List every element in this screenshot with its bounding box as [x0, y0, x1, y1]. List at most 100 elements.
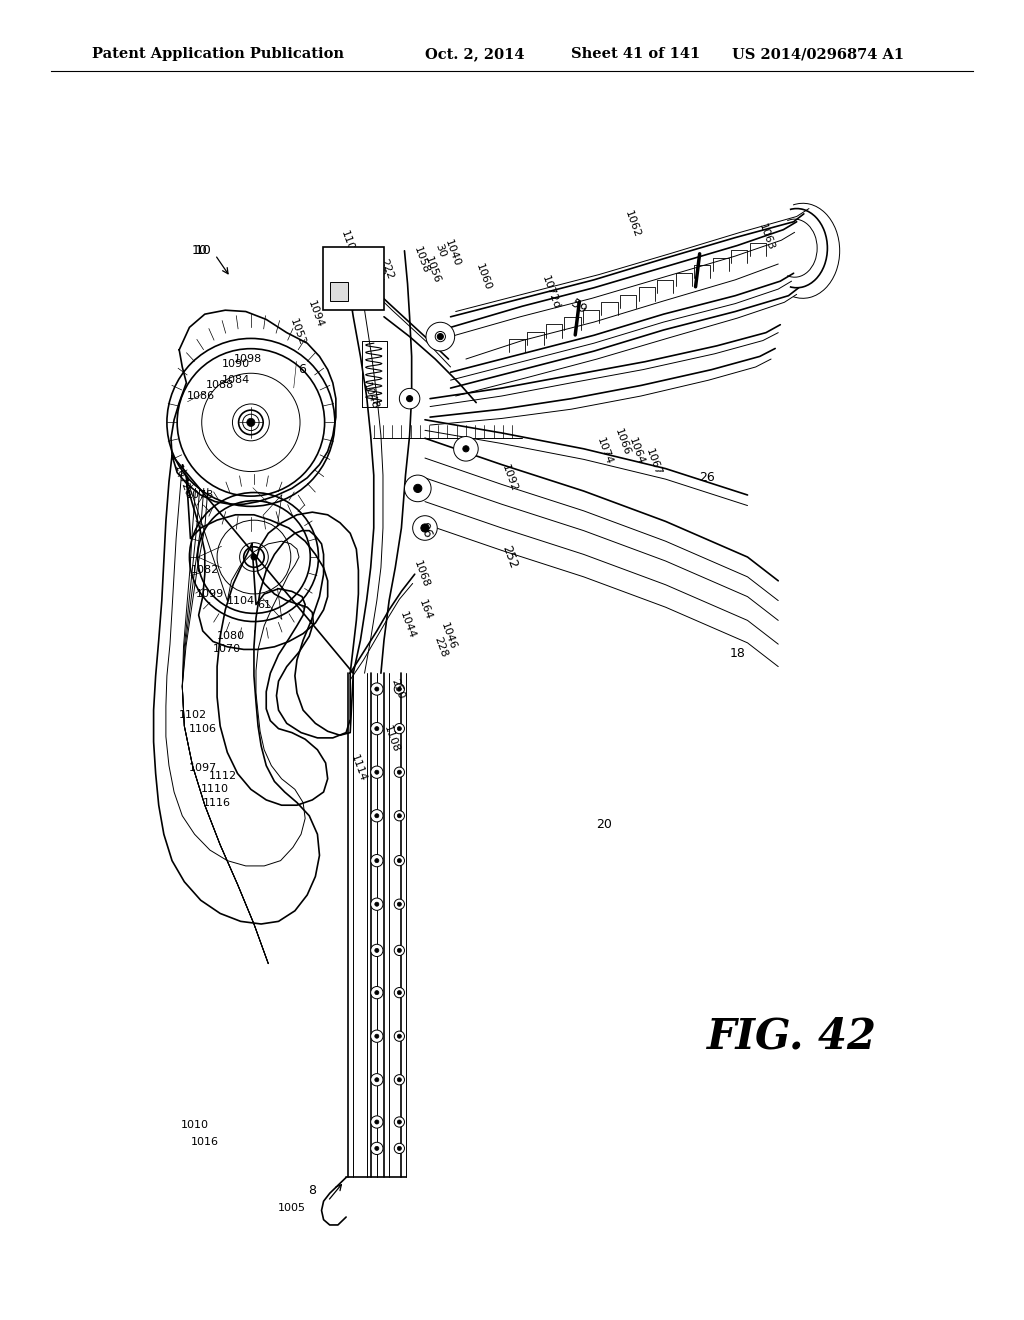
Circle shape — [394, 855, 404, 866]
Text: 10: 10 — [195, 244, 211, 257]
Circle shape — [371, 1073, 383, 1086]
Text: 1104: 1104 — [226, 595, 255, 606]
Text: 1084: 1084 — [221, 375, 250, 385]
Text: 1088: 1088 — [206, 380, 234, 391]
Circle shape — [375, 948, 379, 953]
Circle shape — [371, 854, 383, 867]
Text: 1108: 1108 — [382, 725, 400, 754]
Text: 1052: 1052 — [288, 318, 306, 347]
Text: 1005: 1005 — [278, 1203, 306, 1213]
Text: 222: 222 — [379, 257, 395, 281]
Circle shape — [399, 388, 420, 409]
Text: US 2014/0296874 A1: US 2014/0296874 A1 — [732, 48, 904, 61]
Text: 1050: 1050 — [368, 249, 386, 279]
Text: 1056: 1056 — [423, 256, 441, 285]
Circle shape — [394, 1074, 404, 1085]
Circle shape — [404, 475, 431, 502]
Circle shape — [247, 418, 255, 426]
Text: Sheet 41 of 141: Sheet 41 of 141 — [571, 48, 700, 61]
Circle shape — [397, 902, 401, 907]
Text: 1098: 1098 — [233, 354, 262, 364]
Circle shape — [394, 1031, 404, 1041]
Text: 1110: 1110 — [201, 784, 229, 795]
Text: 61: 61 — [257, 599, 271, 610]
Circle shape — [394, 684, 404, 694]
Text: 1058: 1058 — [413, 246, 431, 275]
Text: 1046: 1046 — [439, 622, 458, 651]
Text: 1070: 1070 — [213, 644, 242, 655]
Circle shape — [371, 1142, 383, 1155]
Circle shape — [394, 1117, 404, 1127]
Circle shape — [394, 987, 404, 998]
Circle shape — [397, 990, 401, 995]
Circle shape — [375, 858, 379, 863]
Circle shape — [371, 682, 383, 696]
Circle shape — [375, 990, 379, 995]
Text: 1010: 1010 — [180, 1119, 209, 1130]
Text: 20: 20 — [596, 818, 612, 832]
Text: Patent Application Publication: Patent Application Publication — [92, 48, 344, 61]
Circle shape — [394, 723, 404, 734]
Circle shape — [251, 554, 257, 560]
Circle shape — [375, 902, 379, 907]
Circle shape — [375, 686, 379, 692]
Circle shape — [371, 1115, 383, 1129]
Circle shape — [397, 770, 401, 775]
Circle shape — [397, 813, 401, 818]
Circle shape — [397, 686, 401, 692]
Circle shape — [375, 1077, 379, 1082]
Text: 1064: 1064 — [628, 437, 646, 466]
Circle shape — [371, 944, 383, 957]
Text: 1062: 1062 — [624, 210, 642, 239]
Circle shape — [375, 813, 379, 818]
Text: 1048: 1048 — [361, 381, 380, 411]
Text: 96: 96 — [416, 521, 434, 540]
Text: FIG. 42: FIG. 42 — [707, 1015, 877, 1057]
Text: 18: 18 — [729, 647, 745, 660]
Circle shape — [397, 858, 401, 863]
Text: 1072d: 1072d — [541, 275, 561, 312]
Text: 1080: 1080 — [216, 631, 245, 642]
Circle shape — [371, 898, 383, 911]
Circle shape — [371, 809, 383, 822]
Bar — [330, 282, 348, 301]
Text: 1106: 1106 — [188, 723, 217, 734]
Text: 1114: 1114 — [349, 754, 368, 783]
Circle shape — [421, 524, 429, 532]
Text: 1078: 1078 — [185, 490, 214, 500]
Circle shape — [375, 1034, 379, 1039]
Text: 1067: 1067 — [644, 447, 663, 477]
Text: 8: 8 — [308, 1184, 316, 1197]
Text: 1086: 1086 — [186, 391, 215, 401]
Text: Oct. 2, 2014: Oct. 2, 2014 — [425, 48, 524, 61]
Circle shape — [397, 726, 401, 731]
Circle shape — [463, 446, 469, 451]
Text: 59: 59 — [568, 297, 589, 315]
Text: 164: 164 — [417, 598, 433, 622]
Circle shape — [371, 1030, 383, 1043]
Text: 1060: 1060 — [474, 263, 493, 292]
Circle shape — [375, 770, 379, 775]
Circle shape — [397, 1077, 401, 1082]
Text: 1063: 1063 — [757, 223, 775, 252]
Text: 1054: 1054 — [347, 263, 366, 292]
Text: 1082: 1082 — [190, 565, 219, 576]
Text: 1074: 1074 — [595, 437, 613, 466]
Text: 1112: 1112 — [209, 771, 238, 781]
Text: 6: 6 — [298, 363, 306, 376]
Bar — [323, 247, 384, 310]
Text: 1099: 1099 — [196, 589, 224, 599]
Text: 1102: 1102 — [178, 710, 207, 721]
Circle shape — [397, 1034, 401, 1039]
Circle shape — [371, 766, 383, 779]
Circle shape — [375, 1146, 379, 1151]
Text: 1040: 1040 — [443, 239, 462, 268]
Circle shape — [394, 899, 404, 909]
Circle shape — [375, 1119, 379, 1125]
Circle shape — [394, 945, 404, 956]
Circle shape — [435, 331, 445, 342]
Circle shape — [375, 726, 379, 731]
Circle shape — [426, 322, 455, 351]
Circle shape — [394, 810, 404, 821]
Circle shape — [394, 1143, 404, 1154]
